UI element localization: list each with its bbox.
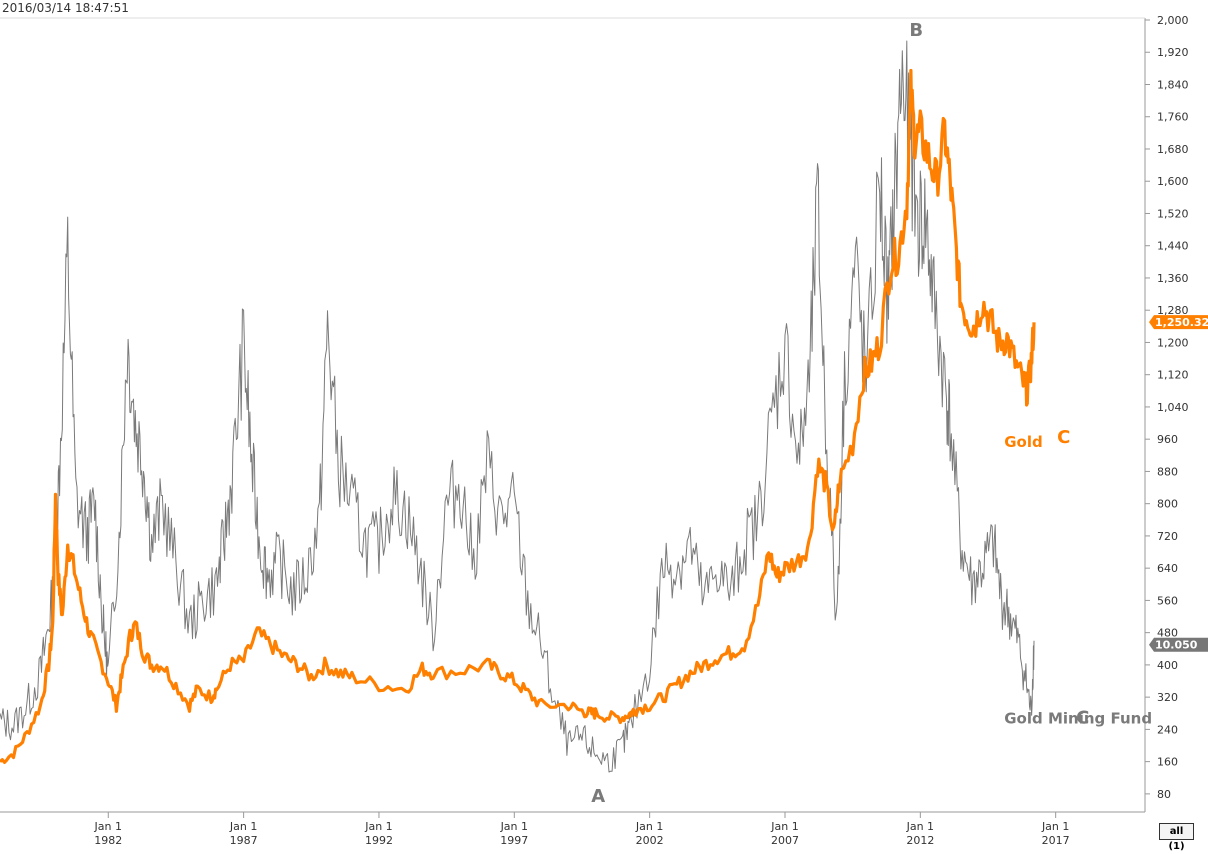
y-tick-label: 1,440 [1157,240,1189,253]
x-tick-year: 2002 [636,834,664,847]
x-tick-label: Jan 1 [906,820,934,833]
y-tick-label: 400 [1157,659,1178,672]
x-tick-year: 2012 [906,834,934,847]
y-tick-label: 1,040 [1157,401,1189,414]
annotation-a: A [591,786,605,807]
y-tick-label: 1,760 [1157,111,1189,124]
y-tick-label: 1,360 [1157,272,1189,285]
plot-area [0,20,1145,810]
y-tick-label: 2,000 [1157,14,1189,27]
gold-mining-fund-series-line [0,40,1035,773]
y-tick-label: 720 [1157,530,1178,543]
y-tick-label: 480 [1157,627,1178,640]
x-tick-label: Jan 1 [364,820,392,833]
x-tick-label: Jan 1 [94,820,122,833]
y-tick-label: 1,680 [1157,143,1189,156]
annotation-c: C [1057,427,1070,448]
annotation-gold: Gold [1004,433,1042,451]
y-tick-label: 80 [1157,788,1171,801]
x-tick-label: Jan 1 [770,820,798,833]
y-tick-label: 880 [1157,465,1178,478]
y-tick-label: 1,200 [1157,336,1189,349]
x-tick-year: 1982 [94,834,122,847]
y-tick-label: 560 [1157,594,1178,607]
value-badges: 1,250.32 10.050 [1149,315,1208,652]
y-tick-label: 800 [1157,498,1178,511]
x-tick-year: 1997 [500,834,528,847]
y-tick-label: 1,840 [1157,78,1189,91]
x-tick-label: Jan 1 [1041,820,1069,833]
gold-value-label: 1,250.32 [1155,316,1208,329]
x-tick-label: Jan 1 [500,820,528,833]
x-tick-year: 1992 [365,834,393,847]
annotation-gold-mining-fund: Gold Mining Fund [1004,709,1152,727]
x-tick-year: 2017 [1042,834,1070,847]
annotation-c: C [1076,707,1089,728]
fund-value-label: 10.050 [1155,639,1198,652]
y-tick-label: 320 [1157,691,1178,704]
y-tick-label: 240 [1157,723,1178,736]
x-tick-label: Jan 1 [229,820,257,833]
annotation-b: B [909,20,923,41]
series-layer [0,40,1036,773]
y-tick-label: 960 [1157,433,1178,446]
x-tick-year: 2007 [771,834,799,847]
gold-value-badge [1149,315,1208,330]
all-button[interactable]: all (1) [1159,823,1194,852]
y-tick-label: 1,280 [1157,304,1189,317]
y-tick-label: 1,120 [1157,369,1189,382]
fund-value-badge [1149,637,1208,652]
y-tick-label: 160 [1157,756,1178,769]
timestamp: 2016/03/14 18:47:51 [2,1,129,15]
gold-series-line [0,68,1036,764]
x-tick-label: Jan 1 [635,820,663,833]
y-tick-label: 1,600 [1157,175,1189,188]
y-tick-label: 1,520 [1157,207,1189,220]
y-tick-label: 1,920 [1157,46,1189,59]
x-tick-year: 1987 [230,834,258,847]
y-tick-label: 640 [1157,562,1178,575]
y-axis: 80 160 240 320 400 480 560 640 720 800 880 960 1,040… [1145,14,1189,801]
